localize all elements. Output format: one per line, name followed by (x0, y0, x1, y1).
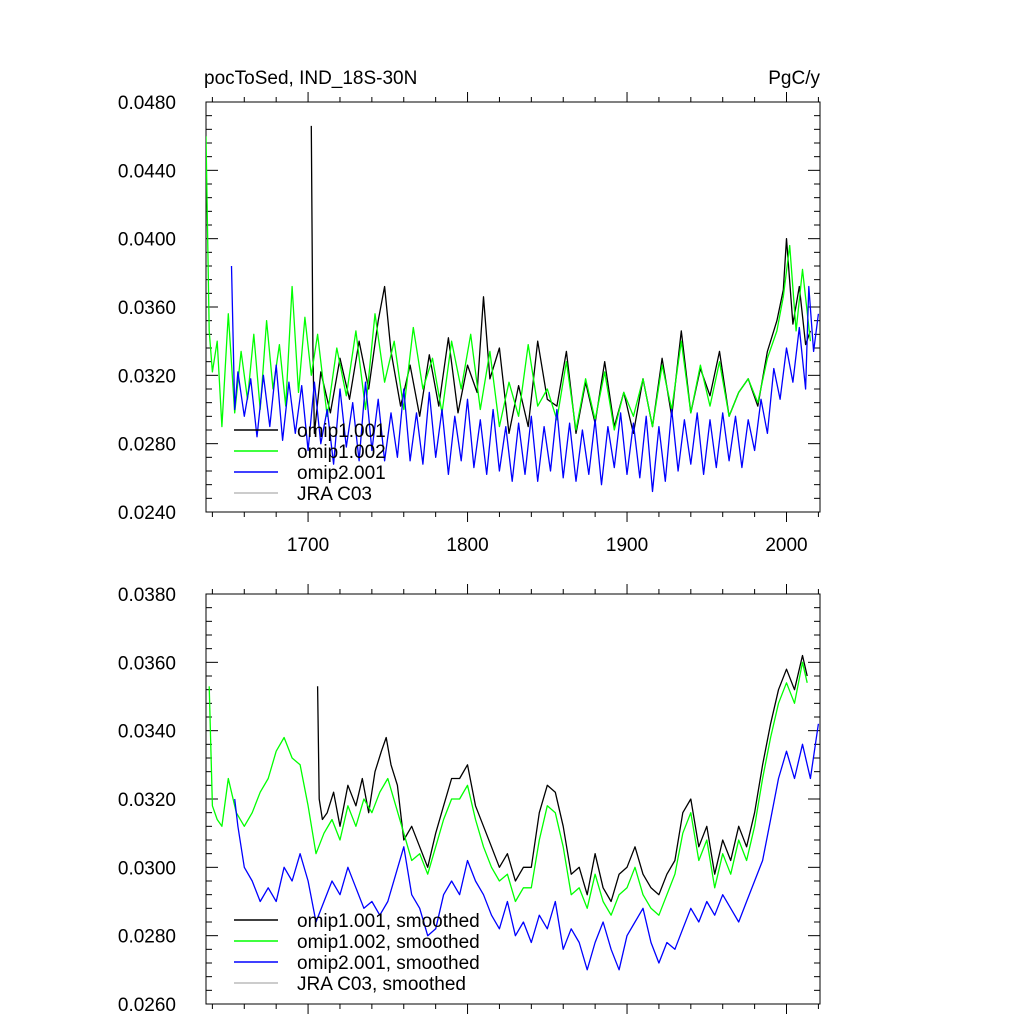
bottom-panel: 0.0260 0.0280 0.0300 0.0320 0.0340 0.0360 0.03… (118, 584, 821, 1016)
legend-label: JRA C03 (297, 484, 372, 505)
y-tick-label: 0.0480 (118, 93, 176, 114)
y-tick-label: 0.0280 (118, 435, 176, 456)
legend-label: omip1.002, smoothed (297, 932, 480, 953)
y-tick-label: 0.0280 (118, 927, 176, 948)
y-tick-label: 0.0360 (118, 298, 176, 319)
x-tick-label: 1900 (606, 535, 648, 556)
series-line-omip1-001-smoothed (316, 654, 808, 903)
y-tick-label: 0.0440 (118, 161, 176, 182)
series-line-omip1-002 (206, 136, 812, 431)
x-tick-label: 2000 (765, 535, 807, 556)
series-line-omip1-002-smoothed (208, 661, 808, 916)
y-tick-label: 0.0320 (118, 366, 176, 387)
series-line-omip2-001-smoothed (234, 723, 820, 971)
x-tick-label: 1700 (287, 535, 329, 556)
series-line-omip2-001 (230, 265, 820, 493)
y-tick-label: 0.0340 (118, 722, 176, 743)
y-tick-label: 0.0300 (118, 858, 176, 879)
legend-label: omip1.001, smoothed (297, 911, 480, 932)
y-tick-label: 0.0260 (118, 995, 176, 1016)
y-tick-label: 0.0320 (118, 790, 176, 811)
legend-label: omip2.001 (297, 463, 386, 484)
y-tick-label: 0.0360 (118, 653, 176, 674)
top-panel: 1700 1800 1900 2000 0.0240 0.0280 0.0320 0.0360… (118, 92, 821, 556)
legend-label: JRA C03, smoothed (297, 974, 466, 995)
chart-title: pocToSed, IND_18S-30N (204, 68, 417, 89)
x-tick-label: 1800 (446, 535, 488, 556)
y-tick-label: 0.0400 (118, 230, 176, 251)
y-tick-label: 0.0240 (118, 503, 176, 524)
legend-label: omip1.002 (297, 442, 386, 463)
series-line-omip1-001 (310, 125, 812, 435)
units-label: PgC/y (768, 68, 820, 89)
legend-label: omip2.001, smoothed (297, 953, 480, 974)
y-tick-label: 0.0380 (118, 585, 176, 606)
legend-label: omip1.001 (297, 421, 386, 442)
